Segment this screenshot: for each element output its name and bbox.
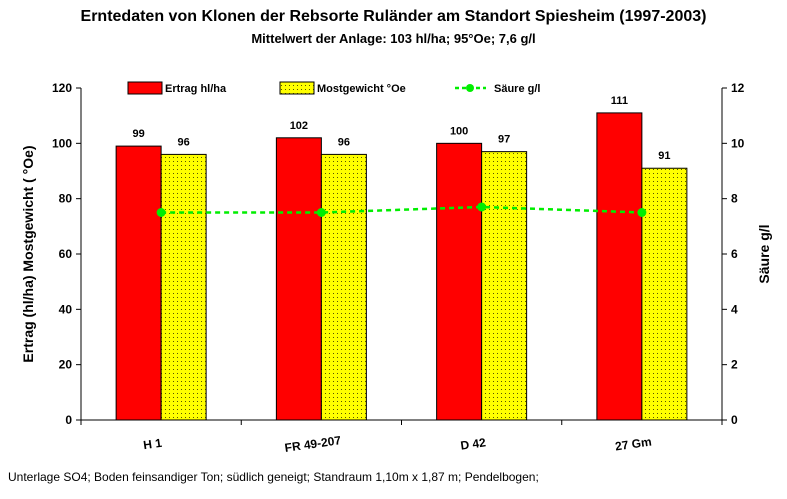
y-tick-label: 120	[52, 81, 72, 95]
x-tick-label: FR 49-207	[284, 433, 342, 455]
legend-swatch-ertrag	[127, 81, 163, 95]
x-tick-label: 27 Gm	[614, 435, 652, 454]
bar-value-label: 100	[450, 125, 468, 137]
legend-marker-saeure	[466, 84, 474, 92]
x-tick-label: D 42	[460, 435, 487, 452]
y-tick-label: 60	[59, 247, 73, 261]
bar-value-label: 96	[338, 136, 350, 148]
bar-mostgewicht	[641, 167, 688, 421]
bar-ertrag	[596, 112, 643, 421]
bar-mostgewicht	[320, 153, 367, 421]
bar-ertrag	[275, 137, 322, 421]
y2-tick-label: 6	[731, 247, 738, 261]
bar-ertrag	[115, 145, 162, 421]
y-tick-label: 100	[52, 136, 72, 150]
y2-tick-label: 0	[731, 413, 738, 427]
y2-axis-title: Säure g/l	[756, 224, 772, 283]
saeure-point	[637, 208, 647, 217]
bar-value-label: 111	[611, 95, 628, 107]
chart-subtitle: Mittelwert der Anlage: 103 hl/ha; 95°Oe;…	[251, 31, 536, 46]
bar-mostgewicht	[160, 153, 207, 421]
y-axis-title: Ertrag (hl/ha) Mostgewicht ( °Oe)	[20, 145, 36, 362]
chart-title: Erntedaten von Klonen der Rebsorte Rulän…	[80, 8, 707, 25]
saeure-point	[316, 208, 326, 217]
bar-ertrag	[436, 142, 483, 421]
bar-value-label: 97	[498, 134, 510, 146]
saeure-point	[156, 208, 166, 217]
bar-value-label: 102	[290, 120, 308, 132]
y2-tick-label: 12	[731, 81, 745, 95]
y2-tick-label: 4	[731, 302, 738, 316]
saeure-point	[477, 202, 487, 212]
bar-mostgewicht	[481, 151, 528, 421]
bar-value-label: 91	[658, 150, 670, 162]
footer-note: Unterlage SO4; Boden feinsandiger Ton; s…	[8, 470, 539, 484]
bar-value-label: 99	[133, 128, 145, 140]
legend-label-ertrag: Ertrag hl/ha	[165, 83, 227, 95]
y2-tick-label: 10	[731, 136, 745, 150]
y-tick-label: 20	[59, 358, 73, 372]
y2-tick-label: 2	[731, 358, 738, 372]
saeure-line	[161, 205, 642, 214]
y-tick-label: 80	[59, 192, 73, 206]
bar-value-label: 96	[178, 136, 190, 148]
legend-label-saeure: Säure g/l	[494, 83, 540, 95]
x-tick-label: H 1	[142, 436, 163, 453]
legend-swatch-mostgewicht	[279, 81, 315, 95]
legend-label-mostgewicht: Mostgewicht °Oe	[317, 83, 406, 95]
y-tick-label: 40	[59, 302, 73, 316]
y2-tick-label: 8	[731, 192, 738, 206]
y-tick-label: 0	[65, 413, 72, 427]
